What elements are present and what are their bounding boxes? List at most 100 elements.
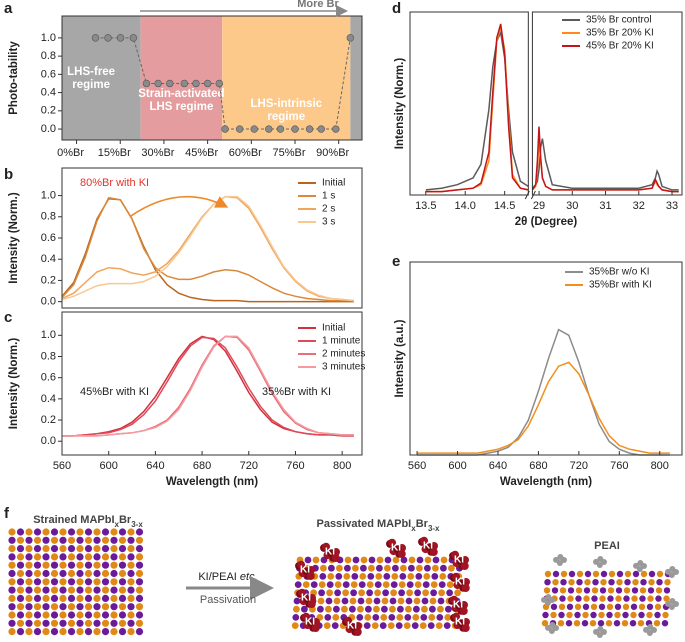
ki-atom <box>461 583 470 592</box>
atom <box>597 620 605 627</box>
x-tick-label: 560 <box>408 460 426 472</box>
atom <box>76 545 84 553</box>
atom <box>33 611 42 619</box>
atom <box>325 597 333 605</box>
legend-label: 3 s <box>322 217 335 228</box>
regime-region <box>62 16 141 140</box>
atom <box>101 578 110 586</box>
atom <box>639 595 646 602</box>
atom <box>411 622 419 629</box>
x-tick-label: 13.5 <box>415 200 436 212</box>
atom <box>360 556 368 564</box>
atom <box>127 553 135 561</box>
atom <box>42 561 50 569</box>
atom <box>33 586 42 594</box>
atom <box>638 611 645 619</box>
atom <box>343 573 351 580</box>
atom <box>76 528 84 536</box>
atom <box>552 570 560 578</box>
atom <box>135 553 144 561</box>
atom <box>93 578 101 586</box>
atom <box>135 611 144 619</box>
x-tick-label: 680 <box>193 460 211 472</box>
atom <box>67 603 76 611</box>
atom <box>93 536 101 544</box>
atom <box>67 586 76 594</box>
atom <box>93 545 101 553</box>
peai-atom <box>545 594 552 601</box>
ki-atom <box>307 599 316 608</box>
atom <box>336 564 343 572</box>
atom <box>344 556 352 564</box>
atom <box>50 561 59 569</box>
atom <box>544 579 551 586</box>
atom <box>448 564 455 572</box>
atom <box>33 578 42 586</box>
atom <box>374 589 381 597</box>
atom <box>655 595 662 602</box>
y-tick-label: 0.8 <box>41 211 56 223</box>
atom <box>50 611 59 619</box>
atom <box>356 614 364 621</box>
atom <box>42 594 50 603</box>
atom <box>334 581 342 588</box>
atom <box>16 561 25 569</box>
atom <box>632 570 640 578</box>
atom <box>318 589 325 597</box>
atom <box>365 605 372 613</box>
atom <box>615 587 623 594</box>
ki-atom <box>331 553 340 562</box>
atom <box>293 597 301 605</box>
y-tick-label: 0.6 <box>41 68 56 80</box>
atom <box>661 620 669 627</box>
y-tick-label: 0.8 <box>41 350 56 362</box>
atom <box>118 545 127 553</box>
atom <box>118 611 127 619</box>
atom <box>544 570 552 578</box>
atom <box>622 611 629 619</box>
atom <box>324 614 332 621</box>
atom <box>16 578 25 586</box>
atom <box>76 619 84 627</box>
atom <box>398 589 405 597</box>
atom <box>33 594 42 603</box>
atom <box>656 570 664 578</box>
atom <box>600 579 607 586</box>
plot-frame <box>409 11 529 196</box>
y-tick-label: 1.0 <box>41 329 56 341</box>
atom <box>59 553 67 561</box>
y-tick-label: 1.0 <box>41 189 56 201</box>
atom <box>406 581 414 588</box>
atom <box>568 570 576 578</box>
atom <box>16 594 25 603</box>
plot-frame <box>409 261 683 456</box>
ki-atom <box>353 627 362 636</box>
x-tick-label: 800 <box>333 460 351 472</box>
x-tick-label: 14.0 <box>455 200 476 212</box>
atom <box>101 586 110 594</box>
atom <box>656 579 663 586</box>
atom <box>8 611 16 619</box>
y-tick-label: 0.0 <box>41 435 56 447</box>
atom <box>110 545 118 553</box>
y-axis-label: Intensity (a.u.) <box>394 319 406 397</box>
atom <box>648 570 656 578</box>
atom <box>367 573 375 580</box>
y-axis-label: Photo-tability <box>8 41 20 115</box>
x-axis-label: Wavelength (nm) <box>500 476 592 488</box>
atom <box>84 569 93 578</box>
peai-atom <box>545 624 552 631</box>
atom <box>50 594 59 603</box>
annotation: 80%Br with KI <box>80 177 149 189</box>
atom <box>575 595 582 602</box>
atom <box>647 587 655 594</box>
atom <box>381 605 388 613</box>
atom <box>404 614 412 621</box>
atom <box>647 595 654 602</box>
atom <box>614 603 622 610</box>
atom <box>376 556 384 564</box>
atom <box>16 611 25 619</box>
atom <box>371 622 379 629</box>
atom <box>135 545 144 553</box>
